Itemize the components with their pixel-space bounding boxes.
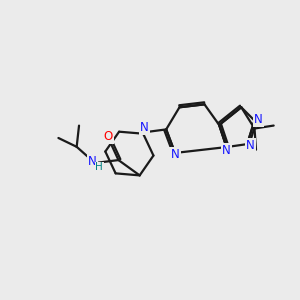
Text: N: N	[222, 144, 231, 157]
Text: H: H	[95, 162, 103, 172]
Text: N: N	[171, 148, 179, 161]
Text: O: O	[103, 130, 113, 143]
Text: N: N	[254, 112, 262, 126]
Text: N: N	[88, 155, 97, 168]
Text: N: N	[140, 121, 148, 134]
Text: N: N	[246, 139, 255, 152]
